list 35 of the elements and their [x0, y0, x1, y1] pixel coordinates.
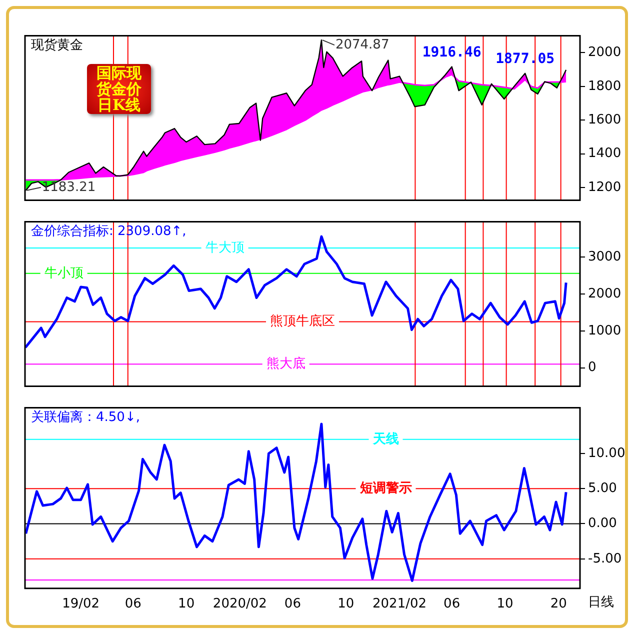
annotation: 1183.21 [42, 180, 96, 195]
ref-line-label: 牛大顶 [205, 240, 244, 256]
y-tick-label: 1600 [588, 112, 622, 128]
x-tick-label: 20 [550, 596, 567, 612]
x-tick-label: 10 [496, 596, 514, 612]
ref-line-label: 熊顶牛底区 [270, 314, 335, 330]
x-tick-label: 10 [338, 596, 354, 612]
y-tick-label: 1000 [588, 323, 622, 338]
x-tick-label: 10 [178, 596, 195, 612]
y-tick-label: 0 [588, 360, 596, 376]
y-tick-label: 3000 [588, 250, 622, 265]
chart-title: 关联偏离：4.50↓, [31, 409, 140, 426]
ref-line-label: 牛小顶 [44, 266, 84, 281]
y-tick-label: 10.00 [588, 446, 626, 461]
y-tick-label: -5.00 [588, 551, 622, 566]
y-tick-label: 5.00 [588, 480, 617, 496]
annotation: 2074.87 [335, 37, 390, 52]
ref-line-label: 熊大底 [266, 356, 306, 372]
y-tick-label: 2000 [588, 286, 622, 302]
x-tick-label: 06 [444, 596, 460, 612]
ref-line-label: 天线 [372, 432, 399, 447]
x-tick-label: 2020/02 [212, 596, 267, 612]
x-tick-label: 19/02 [62, 596, 100, 612]
ref-line-label: 短调警示 [358, 480, 412, 496]
y-tick-label: 1200 [588, 180, 622, 195]
annotation: 国际现货金价日K线 [87, 64, 151, 114]
y-tick-label: 1800 [588, 78, 622, 94]
x-tick-label: 06 [284, 596, 301, 612]
y-tick-label: 0.00 [588, 516, 617, 532]
x-tick-label: 06 [124, 596, 142, 612]
y-tick-label: 2000 [588, 45, 622, 60]
chart-title: 现货黄金 [31, 38, 83, 54]
y-tick-label: 1400 [588, 146, 622, 162]
text: 日线 [588, 593, 614, 611]
x-tick-label: 2021/02 [372, 596, 427, 612]
